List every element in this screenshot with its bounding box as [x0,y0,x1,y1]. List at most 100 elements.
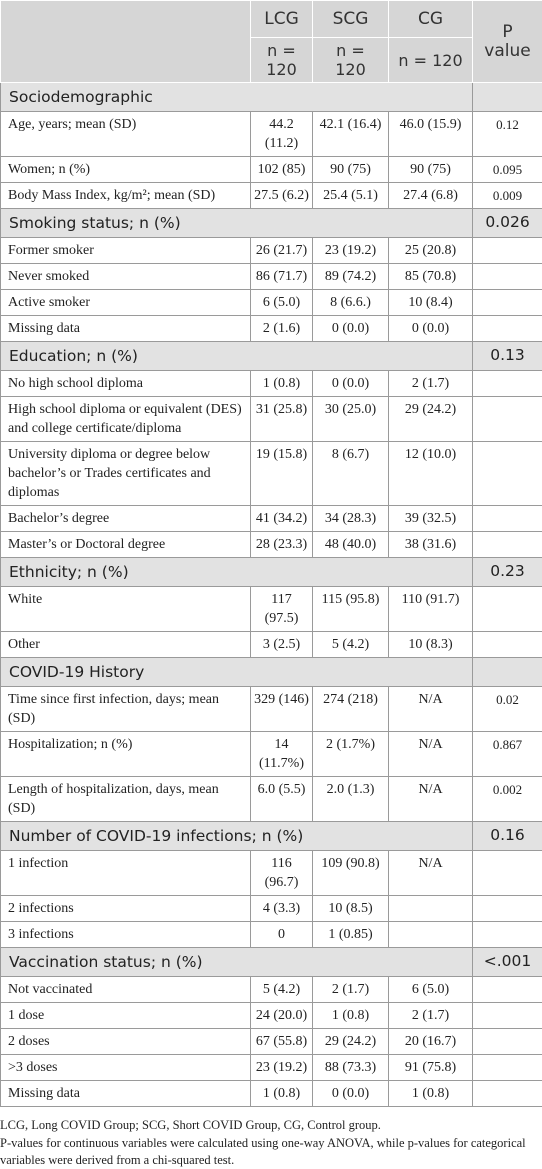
cell: 25 (20.8) [389,238,473,264]
cell: 2 (1.7) [389,1003,473,1029]
cell: 116 (96.7) [251,851,313,896]
cell: 6 (5.0) [389,977,473,1003]
cell: 34 (28.3) [313,506,389,532]
cell [389,922,473,948]
cell: 27.5 (6.2) [251,183,313,209]
cell: 14 (11.7%) [251,732,313,777]
p-value [473,290,542,316]
data-row: Body Mass Index, kg/m²; mean (SD)27.5 (6… [1,183,542,209]
section-p [473,83,542,112]
p-value [473,587,542,632]
cell: 102 (85) [251,157,313,183]
column-n: n = 120 [389,38,473,83]
cell: 1 (0.8) [389,1081,473,1107]
section-title: Smoking status; n (%) [1,209,473,238]
cell: 89 (74.2) [313,264,389,290]
cell: 48 (40.0) [313,532,389,558]
row-label: Age, years; mean (SD) [1,112,251,157]
cell: 1 (0.8) [251,371,313,397]
p-value [473,851,542,896]
footnote: P-values for continuous variables were c… [0,1135,542,1169]
cell: 8 (6.7) [313,442,389,506]
cell: 39 (32.5) [389,506,473,532]
cell: 2 (1.6) [251,316,313,342]
cell: N/A [389,732,473,777]
row-label: Hospitalization; n (%) [1,732,251,777]
p-value [473,264,542,290]
p-value [473,1055,542,1081]
cell [389,896,473,922]
cell: 5 (4.2) [251,977,313,1003]
p-value [473,371,542,397]
row-label: University diploma or degree below bache… [1,442,251,506]
cell: 30 (25.0) [313,397,389,442]
section-title: Sociodemographic [1,83,473,112]
row-label: 2 doses [1,1029,251,1055]
cell: 2 (1.7%) [313,732,389,777]
cell: 274 (218) [313,687,389,732]
cell: 0 [251,922,313,948]
p-value [473,1029,542,1055]
cell: 1 (0.8) [251,1081,313,1107]
cell: 28 (23.3) [251,532,313,558]
cell: 0 (0.0) [313,371,389,397]
p-value: 0.867 [473,732,542,777]
row-label: >3 doses [1,1055,251,1081]
cell: N/A [389,687,473,732]
section-row: Education; n (%)0.13 [1,342,542,371]
row-label: Never smoked [1,264,251,290]
row-label: Time since first infection, days; mean (… [1,687,251,732]
section-title: COVID-19 History [1,658,473,687]
cell: N/A [389,851,473,896]
data-row: Length of hospitalization, days, mean (S… [1,777,542,822]
section-title: Education; n (%) [1,342,473,371]
cell: 23 (19.2) [313,238,389,264]
column-header: LCG [251,1,313,38]
column-header: SCG [313,1,389,38]
cell: 1 (0.85) [313,922,389,948]
data-row: Age, years; mean (SD)44.2 (11.2)42.1 (16… [1,112,542,157]
row-label: Former smoker [1,238,251,264]
p-value [473,532,542,558]
footnote: LCG, Long COVID Group; SCG, Short COVID … [0,1117,542,1134]
row-label: Not vaccinated [1,977,251,1003]
row-label: High school diploma or equivalent (DES) … [1,397,251,442]
cell: 2 (1.7) [389,371,473,397]
section-p [473,658,542,687]
cell: 27.4 (6.8) [389,183,473,209]
section-row: Ethnicity; n (%)0.23 [1,558,542,587]
cell: 41 (34.2) [251,506,313,532]
section-p: 0.23 [473,558,542,587]
cell: 1 (0.8) [313,1003,389,1029]
data-row: Time since first infection, days; mean (… [1,687,542,732]
footnotes: LCG, Long COVID Group; SCG, Short COVID … [0,1107,542,1169]
cell: 115 (95.8) [313,587,389,632]
p-value [473,397,542,442]
section-title: Number of COVID-19 infections; n (%) [1,822,473,851]
cell: 8 (6.6.) [313,290,389,316]
cell: 10 (8.4) [389,290,473,316]
column-header: CG [389,1,473,38]
cell: 20 (16.7) [389,1029,473,1055]
row-label: Body Mass Index, kg/m²; mean (SD) [1,183,251,209]
row-label: White [1,587,251,632]
page: {"table": { "header": {"columns": ["LCG"… [0,0,542,1137]
p-value [473,442,542,506]
cell: 44.2 (11.2) [251,112,313,157]
column-n: n = 120 [313,38,389,83]
section-title: Ethnicity; n (%) [1,558,473,587]
section-p: 0.16 [473,822,542,851]
p-value [473,316,542,342]
p-value [473,977,542,1003]
p-value: 0.002 [473,777,542,822]
cell: 6 (5.0) [251,290,313,316]
cell: 19 (15.8) [251,442,313,506]
